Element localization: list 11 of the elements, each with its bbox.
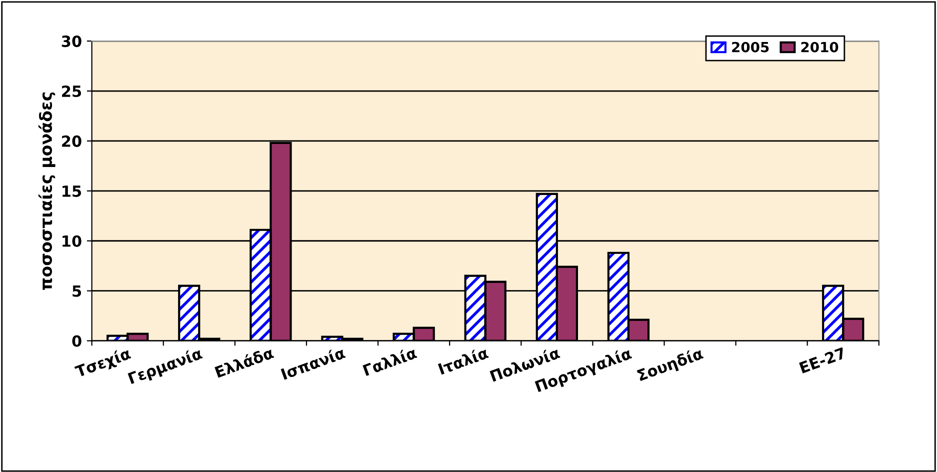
legend-label: 2005 [732,42,769,52]
y-tick-label: 0 [72,335,82,347]
y-tick-label: 20 [62,135,82,147]
y-tick-label: 5 [72,285,82,297]
y-tick-label: 15 [62,186,82,197]
legend-label: 2010 [801,42,838,52]
y-tick-label: 30 [62,36,82,48]
y-axis-title: ποσοστιαίες μονάδες [38,92,56,290]
y-tick-label: 10 [62,235,82,247]
x-tick-label: Ιταλία [438,346,489,375]
y-tick-label: 25 [62,85,82,98]
